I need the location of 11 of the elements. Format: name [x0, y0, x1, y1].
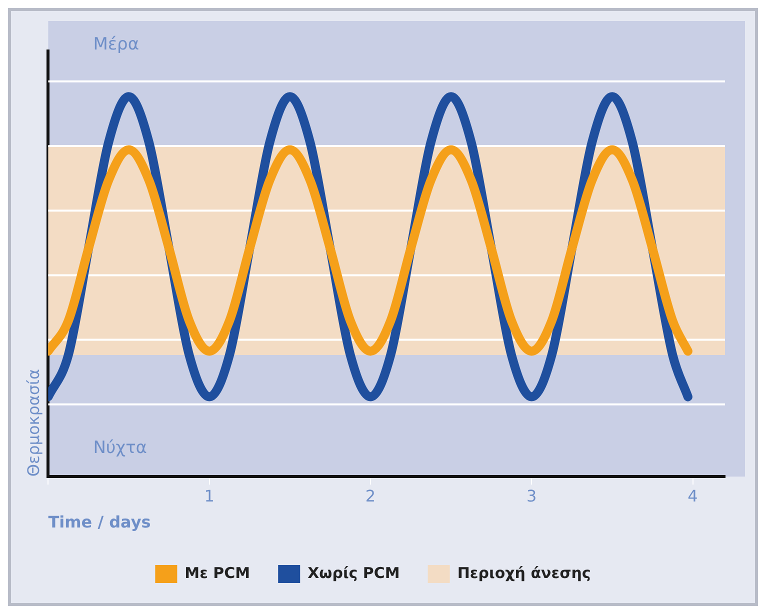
- legend-label: Με PCM: [184, 564, 250, 582]
- text: Μέρα: [93, 34, 140, 54]
- legend-label: Χωρίς PCM: [308, 564, 400, 582]
- x-axis-title: Time / days: [48, 512, 151, 532]
- x-tick-label: 2: [365, 486, 376, 506]
- x-tick-label: 4: [688, 486, 698, 506]
- x-tick-label: 1: [204, 486, 214, 506]
- annotation: Νύχτα: [93, 438, 148, 458]
- y-axis-title: Θερμοκρασία: [24, 368, 43, 477]
- x-tick-label: 3: [526, 486, 537, 506]
- legend-label: Περιοχή άνεσης: [457, 564, 591, 582]
